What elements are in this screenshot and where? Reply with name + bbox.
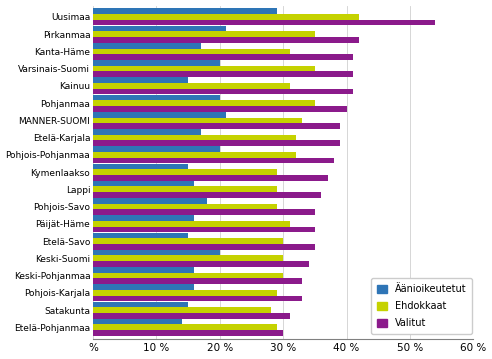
- Bar: [93, 78, 188, 83]
- Bar: [93, 129, 201, 135]
- Bar: [93, 158, 334, 163]
- Bar: [93, 20, 435, 25]
- Bar: [93, 250, 220, 256]
- Bar: [93, 227, 315, 232]
- Bar: [93, 140, 340, 146]
- Bar: [93, 25, 226, 31]
- Bar: [93, 43, 201, 48]
- Legend: Äänioikeutetut, Ehdokkaat, Valitut: Äänioikeutetut, Ehdokkaat, Valitut: [371, 279, 472, 334]
- Bar: [93, 181, 194, 186]
- Bar: [93, 267, 194, 273]
- Bar: [93, 89, 353, 94]
- Bar: [93, 204, 277, 209]
- Bar: [93, 307, 271, 313]
- Bar: [93, 169, 277, 175]
- Bar: [93, 325, 277, 330]
- Bar: [93, 209, 315, 215]
- Bar: [93, 221, 289, 227]
- Bar: [93, 123, 340, 129]
- Bar: [93, 186, 277, 192]
- Bar: [93, 48, 289, 54]
- Bar: [93, 71, 353, 77]
- Bar: [93, 290, 277, 295]
- Bar: [93, 54, 353, 60]
- Bar: [93, 330, 283, 336]
- Bar: [93, 256, 283, 261]
- Bar: [93, 215, 194, 221]
- Bar: [93, 284, 194, 290]
- Bar: [93, 8, 277, 14]
- Bar: [93, 135, 296, 140]
- Bar: [93, 238, 283, 244]
- Bar: [93, 152, 296, 158]
- Bar: [93, 273, 283, 278]
- Bar: [93, 278, 302, 284]
- Bar: [93, 66, 315, 71]
- Bar: [93, 117, 302, 123]
- Bar: [93, 146, 220, 152]
- Bar: [93, 302, 188, 307]
- Bar: [93, 261, 308, 267]
- Bar: [93, 319, 182, 325]
- Bar: [93, 37, 359, 43]
- Bar: [93, 175, 328, 181]
- Bar: [93, 60, 220, 66]
- Bar: [93, 198, 207, 204]
- Bar: [93, 83, 289, 89]
- Bar: [93, 31, 315, 37]
- Bar: [93, 313, 289, 318]
- Bar: [93, 295, 302, 301]
- Bar: [93, 106, 346, 112]
- Bar: [93, 100, 315, 106]
- Bar: [93, 233, 188, 238]
- Bar: [93, 95, 220, 100]
- Bar: [93, 192, 321, 198]
- Bar: [93, 164, 188, 169]
- Bar: [93, 14, 359, 20]
- Bar: [93, 112, 226, 117]
- Bar: [93, 244, 315, 250]
